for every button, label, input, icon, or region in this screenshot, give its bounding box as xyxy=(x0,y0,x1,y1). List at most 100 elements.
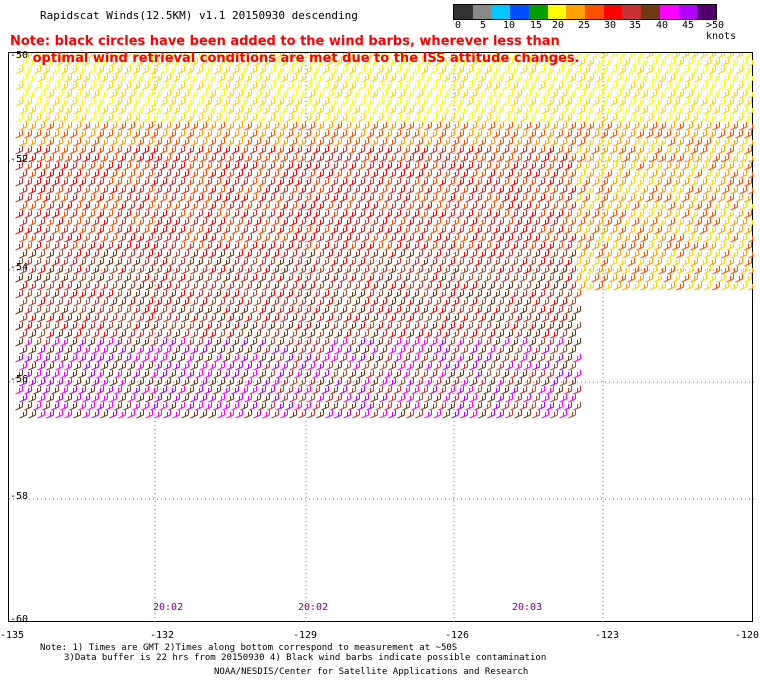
wind-barb xyxy=(519,178,527,187)
wind-barb xyxy=(141,322,149,331)
wind-barb xyxy=(375,178,383,187)
wind-barb xyxy=(118,282,126,291)
wind-barb xyxy=(240,66,248,75)
wind-barb xyxy=(69,306,77,315)
wind-barb xyxy=(42,194,50,203)
wind-barb xyxy=(276,258,284,267)
wind-barb xyxy=(429,178,437,187)
wind-barb xyxy=(604,250,612,259)
wind-barb xyxy=(438,82,446,91)
wind-barb xyxy=(141,354,149,363)
wind-barb xyxy=(366,306,374,315)
wind-barb xyxy=(249,210,257,219)
wind-barb xyxy=(456,146,464,155)
wind-barb xyxy=(204,290,212,299)
wind-barb xyxy=(519,258,527,267)
wind-barb xyxy=(64,154,72,163)
wind-barb xyxy=(474,66,482,75)
wind-barb xyxy=(222,178,230,187)
wind-barb xyxy=(262,282,270,291)
wind-barb xyxy=(469,298,477,307)
wind-barb xyxy=(609,50,617,59)
wind-barb xyxy=(307,250,315,259)
wind-barb xyxy=(294,242,302,251)
wind-barb xyxy=(478,394,486,403)
wind-barb xyxy=(33,130,41,139)
wind-barb xyxy=(748,186,756,195)
wind-barb xyxy=(654,66,662,75)
wind-barb xyxy=(46,202,54,211)
wind-barb xyxy=(15,130,23,139)
wind-barb xyxy=(24,130,32,139)
wind-barb xyxy=(699,146,707,155)
wind-barb xyxy=(442,74,450,83)
wind-barb xyxy=(748,122,756,131)
wind-barb xyxy=(114,226,122,235)
wind-barb xyxy=(447,274,455,283)
wind-barb xyxy=(420,146,428,155)
wind-barb xyxy=(307,202,315,211)
wind-barb xyxy=(667,202,675,211)
wind-barb xyxy=(393,210,401,219)
wind-barb xyxy=(478,90,486,99)
wind-barb xyxy=(249,338,257,347)
wind-barb xyxy=(505,90,513,99)
wind-barb xyxy=(312,162,320,171)
wind-barb xyxy=(694,186,702,195)
wind-barb xyxy=(411,194,419,203)
wind-barb xyxy=(600,210,608,219)
wind-barb xyxy=(199,186,207,195)
wind-barb xyxy=(172,394,180,403)
wind-barb xyxy=(177,226,185,235)
wind-barb xyxy=(402,146,410,155)
wind-barb xyxy=(739,218,747,227)
wind-barb xyxy=(433,378,441,387)
wind-barb xyxy=(640,186,648,195)
wind-barb xyxy=(303,210,311,219)
wind-barb xyxy=(19,186,27,195)
wind-barb xyxy=(334,74,342,83)
wind-barb xyxy=(636,66,644,75)
wind-barb xyxy=(352,122,360,131)
wind-barb xyxy=(213,306,221,315)
wind-barb xyxy=(541,250,549,259)
wind-barb xyxy=(258,370,266,379)
wind-barb xyxy=(708,82,716,91)
wind-barb xyxy=(636,114,644,123)
wind-barb xyxy=(469,74,477,83)
wind-barb xyxy=(433,138,441,147)
wind-barb xyxy=(411,146,419,155)
wind-barb xyxy=(123,338,131,347)
wind-barb xyxy=(213,370,221,379)
wind-barb xyxy=(510,402,518,411)
wind-barb xyxy=(406,250,414,259)
wind-barb xyxy=(55,234,63,243)
wind-barb xyxy=(402,354,410,363)
wind-barb xyxy=(73,218,81,227)
wind-barb xyxy=(510,274,518,283)
wind-barb xyxy=(649,282,657,291)
wind-barb xyxy=(312,402,320,411)
wind-barb xyxy=(253,202,261,211)
wind-barb xyxy=(537,322,545,331)
wind-barb xyxy=(159,210,167,219)
wind-barb xyxy=(658,266,666,275)
wind-barb xyxy=(370,378,378,387)
wind-barb xyxy=(208,218,216,227)
wind-barb xyxy=(19,170,27,179)
wind-barb xyxy=(748,138,756,147)
wind-barb xyxy=(136,234,144,243)
wind-barb xyxy=(276,322,284,331)
wind-barb xyxy=(451,122,459,131)
wind-barb xyxy=(280,90,288,99)
wind-barb xyxy=(649,58,657,67)
wind-barb xyxy=(51,98,59,107)
wind-barb xyxy=(568,138,576,147)
wind-barb xyxy=(546,290,554,299)
wind-barb xyxy=(613,154,621,163)
wind-barb xyxy=(105,146,113,155)
wind-barb xyxy=(708,50,716,59)
wind-barb xyxy=(87,338,95,347)
wind-barb xyxy=(280,186,288,195)
wind-barb xyxy=(523,266,531,275)
